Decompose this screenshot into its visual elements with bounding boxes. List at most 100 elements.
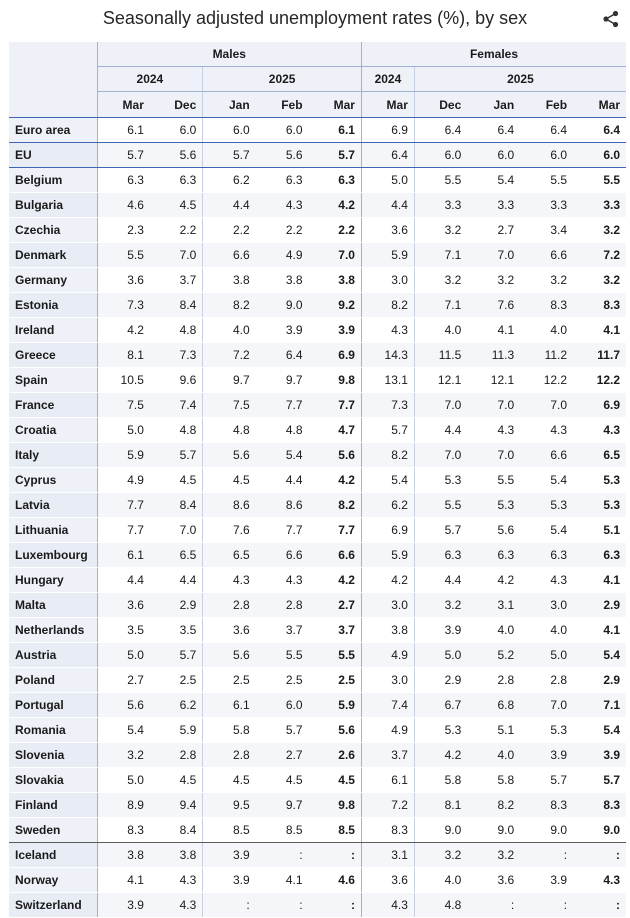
cell-males: 4.3 <box>255 567 309 593</box>
cell-females: 4.8 <box>413 892 468 918</box>
cell-males: 10.5 <box>96 367 150 393</box>
cell-females: 5.3 <box>467 492 521 518</box>
cell-females: 8.2 <box>360 442 415 468</box>
cell-females: 12.2 <box>520 367 574 393</box>
cell-females: 5.4 <box>520 517 574 543</box>
cell-males: 3.6 <box>96 592 150 618</box>
cell-females: 9.0 <box>520 817 574 843</box>
cell-males: 5.0 <box>96 767 150 793</box>
cell-males: 7.7 <box>308 517 362 543</box>
cell-males: 7.5 <box>202 392 256 418</box>
cell-females: 4.1 <box>573 567 626 593</box>
table-row: Luxembourg 6.1 6.5 6.5 6.6 6.6 5.9 6.3 6.3 6.3 6.3 <box>9 542 626 568</box>
cell-females: : <box>467 892 521 918</box>
cell-males: 5.9 <box>96 442 150 468</box>
cell-females: 2.9 <box>573 667 626 693</box>
cell-females: 2.9 <box>413 667 468 693</box>
cell-males: 5.5 <box>255 642 309 668</box>
cell-males: 3.5 <box>149 617 203 643</box>
cell-females: 6.2 <box>360 492 415 518</box>
cell-females: 3.2 <box>467 267 521 293</box>
cell-females: 6.4 <box>573 117 626 143</box>
cell-males: 5.6 <box>308 442 362 468</box>
row-label: Austria <box>9 642 97 668</box>
cell-males: 4.5 <box>149 467 203 493</box>
cell-females: 7.1 <box>573 692 626 718</box>
cell-males: 4.9 <box>255 242 309 268</box>
cell-males: 8.4 <box>149 817 203 843</box>
cell-females: 7.1 <box>413 242 468 268</box>
cell-males: 4.8 <box>149 417 203 443</box>
cell-females: 3.2 <box>413 217 468 243</box>
cell-males: 2.5 <box>149 667 203 693</box>
cell-females: 8.2 <box>467 792 521 818</box>
cell-males: 5.8 <box>202 717 256 743</box>
cell-males: 5.5 <box>308 642 362 668</box>
cell-females: 6.3 <box>413 542 468 568</box>
cell-males: 2.7 <box>308 592 362 618</box>
cell-males: 6.2 <box>149 692 203 718</box>
cell-females: 5.3 <box>520 717 574 743</box>
cell-males: 4.0 <box>202 317 256 343</box>
cell-males: 6.1 <box>308 117 362 143</box>
cell-males: 6.6 <box>308 542 362 568</box>
cell-females: 12.2 <box>573 367 626 393</box>
cell-males: 5.7 <box>149 642 203 668</box>
cell-females: 6.6 <box>520 242 574 268</box>
cell-males: 6.1 <box>96 542 150 568</box>
cell-males: 5.6 <box>308 717 362 743</box>
cell-females: 5.0 <box>413 642 468 668</box>
cell-males: 4.8 <box>202 417 256 443</box>
cell-males: 8.5 <box>308 817 362 843</box>
table-row: Germany 3.6 3.7 3.8 3.8 3.8 3.0 3.2 3.2 3.2 3.2 <box>9 267 626 293</box>
row-label: Hungary <box>9 567 97 593</box>
cell-females: : <box>520 892 574 918</box>
cell-males: 8.1 <box>96 342 150 368</box>
cell-males: 7.7 <box>255 392 309 418</box>
table-row: Iceland 3.8 3.8 3.9::3.1 3.2 3.2:: <box>9 842 626 868</box>
cell-females: 5.9 <box>360 242 415 268</box>
cell-females: 4.4 <box>413 567 468 593</box>
cell-males: 8.4 <box>149 292 203 318</box>
month-header: Feb <box>255 91 309 118</box>
table-row: Greece 8.1 7.3 7.2 6.4 6.9 14.3 11.5 11.3 11.2 11.… <box>9 342 626 368</box>
cell-males: 8.6 <box>255 492 309 518</box>
share-icon[interactable] <box>602 10 620 28</box>
cell-females: 5.6 <box>467 517 521 543</box>
cell-females: 5.7 <box>573 767 626 793</box>
table-row: Latvia 7.7 8.4 8.6 8.6 8.2 6.2 5.5 5.3 5.3 5.3 <box>9 492 626 518</box>
cell-females: 2.8 <box>520 667 574 693</box>
cell-females: 5.3 <box>413 467 468 493</box>
cell-females: 3.2 <box>520 267 574 293</box>
cell-females: 4.3 <box>573 867 626 893</box>
cell-males: 7.2 <box>202 342 256 368</box>
cell-females: 4.3 <box>467 417 521 443</box>
cell-males: 2.9 <box>149 592 203 618</box>
cell-females: 5.7 <box>520 767 574 793</box>
cell-males: : <box>308 892 362 918</box>
row-label: Slovenia <box>9 742 97 768</box>
cell-males: 9.8 <box>308 792 362 818</box>
cell-males: 6.0 <box>255 117 309 143</box>
cell-males: 4.1 <box>96 867 150 893</box>
cell-females: 4.9 <box>360 642 415 668</box>
cell-males: : <box>255 892 309 918</box>
row-label: Czechia <box>9 217 97 243</box>
cell-females: : <box>573 892 626 918</box>
cell-males: 7.0 <box>308 242 362 268</box>
cell-males: 3.6 <box>202 617 256 643</box>
cell-females: : <box>520 842 574 868</box>
month-header: Mar <box>360 91 415 118</box>
row-label: Ireland <box>9 317 97 343</box>
cell-males: 4.4 <box>255 467 309 493</box>
table-row: Slovenia 3.2 2.8 2.8 2.7 2.6 3.7 4.2 4.0 3.9 3.9 <box>9 742 626 768</box>
cell-females: 5.1 <box>467 717 521 743</box>
cell-males: 3.8 <box>202 267 256 293</box>
cell-females: 4.2 <box>467 567 521 593</box>
cell-females: 7.2 <box>573 242 626 268</box>
cell-males: 4.6 <box>308 867 362 893</box>
cell-females: 3.2 <box>413 842 468 868</box>
month-header: Jan <box>202 91 256 118</box>
cell-females: 4.0 <box>467 742 521 768</box>
cell-males: 2.7 <box>96 667 150 693</box>
